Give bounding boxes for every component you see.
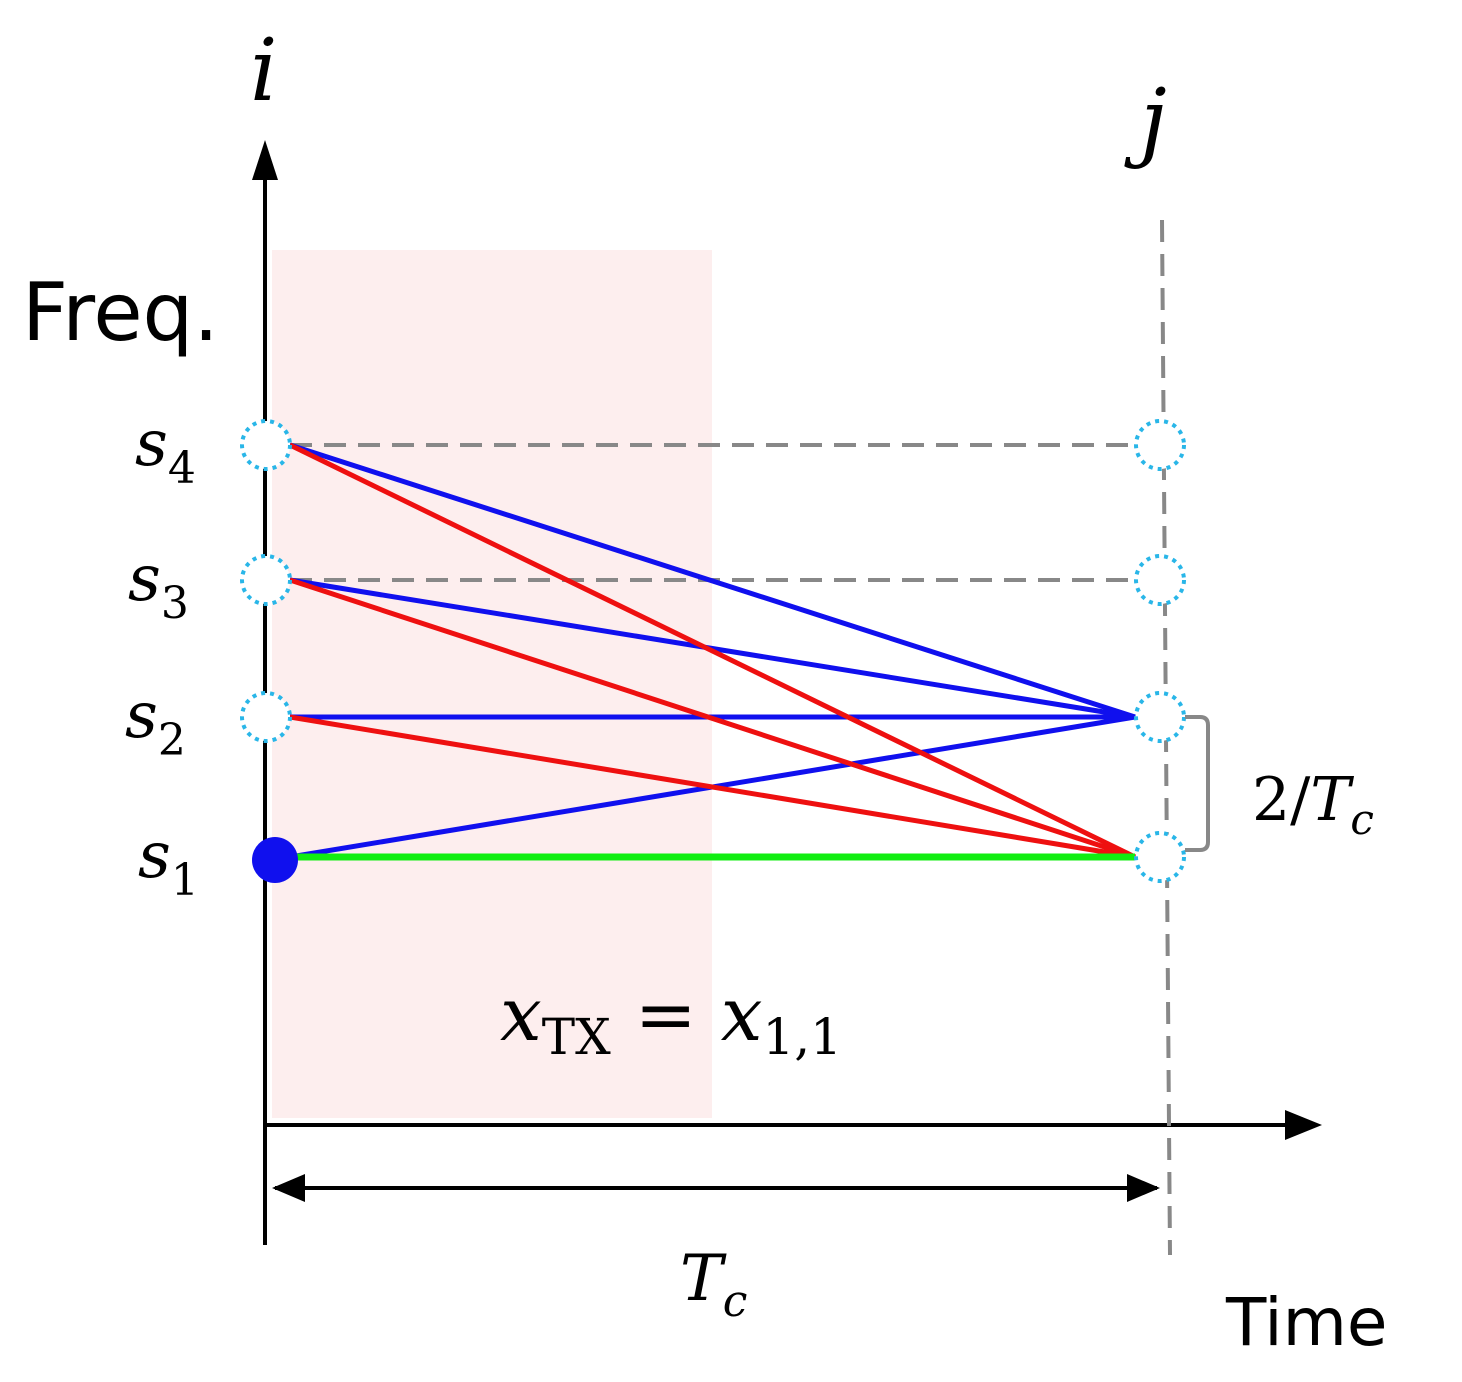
- state-label: s2: [125, 679, 186, 766]
- sub: 4: [168, 443, 196, 494]
- x-axis-label: Time: [1225, 1284, 1388, 1361]
- base: s: [138, 819, 171, 893]
- rhs-base: x: [721, 972, 763, 1058]
- spacing-label: 2/Tc: [1252, 765, 1374, 844]
- tx-window: [272, 250, 712, 1118]
- state-label: s1: [138, 819, 199, 906]
- period-label: Tc: [680, 1242, 747, 1327]
- rhs-sub: 1,1: [762, 1008, 842, 1066]
- sub: 2: [158, 715, 186, 766]
- arrow-head: [272, 1174, 305, 1202]
- sub: 1: [171, 855, 199, 906]
- state-node: [1134, 419, 1186, 471]
- current-state: [252, 837, 298, 883]
- numer: 2/: [1252, 765, 1311, 835]
- state-label: s3: [128, 542, 189, 629]
- transition: [289, 577, 1136, 860]
- state-node: [1134, 831, 1186, 883]
- sub: 3: [161, 578, 189, 629]
- state-node: [240, 691, 292, 743]
- transitions: [288, 442, 1137, 861]
- sub: c: [1350, 795, 1374, 844]
- transition: [289, 442, 1136, 720]
- base: T: [1310, 765, 1354, 835]
- lhs-sub: TX: [542, 1008, 611, 1066]
- base: s: [135, 407, 168, 481]
- arrow-head: [252, 140, 278, 180]
- base: s: [128, 542, 161, 616]
- state-node: [240, 419, 292, 471]
- sub: c: [723, 1276, 748, 1327]
- state-node: [1134, 691, 1186, 743]
- transition: [288, 442, 1137, 860]
- lhs-base: x: [500, 972, 542, 1058]
- transition: [289, 714, 1136, 860]
- index-j: j: [1124, 71, 1167, 171]
- arrow-head: [1285, 1110, 1322, 1140]
- op: =: [635, 972, 697, 1058]
- arrow-head: [1127, 1174, 1160, 1202]
- state-node: [240, 554, 292, 606]
- base: s: [125, 679, 158, 753]
- state-node: [1134, 554, 1186, 606]
- index-i: i: [250, 21, 278, 121]
- base: T: [680, 1242, 727, 1316]
- equation: xTX = x1,1: [500, 972, 842, 1066]
- state-label: s4: [135, 407, 196, 494]
- spacing-bracket: [1185, 715, 1210, 852]
- y-axis-label: Freq.: [22, 266, 219, 359]
